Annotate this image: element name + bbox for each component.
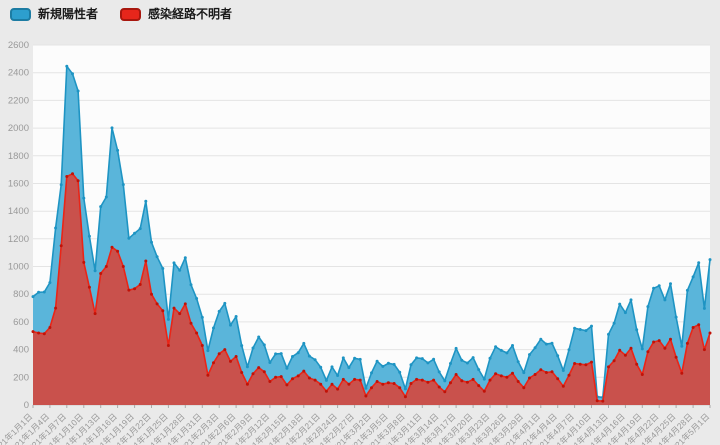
svg-text:1000: 1000 xyxy=(8,262,29,273)
legend-item-unknown-route: 感染経路不明者 xyxy=(120,8,232,21)
red-series-swatch-icon xyxy=(120,8,142,21)
svg-text:1600: 1600 xyxy=(8,179,29,190)
svg-text:800: 800 xyxy=(13,289,29,300)
legend-item-new-positives: 新規陽性者 xyxy=(10,8,98,21)
legend-label-unknown-route: 感染経路不明者 xyxy=(148,7,233,21)
svg-text:1200: 1200 xyxy=(8,234,29,245)
svg-text:400: 400 xyxy=(13,345,29,356)
svg-text:2200: 2200 xyxy=(8,95,29,106)
legend: 新規陽性者 感染経路不明者 xyxy=(10,8,232,21)
svg-text:2600: 2600 xyxy=(8,40,29,51)
svg-text:0: 0 xyxy=(24,400,29,411)
svg-text:1400: 1400 xyxy=(8,206,29,217)
svg-text:600: 600 xyxy=(13,317,29,328)
svg-text:1800: 1800 xyxy=(8,151,29,162)
blue-series-swatch-icon xyxy=(10,8,31,21)
legend-label-new-positives: 新規陽性者 xyxy=(38,7,99,21)
svg-text:2400: 2400 xyxy=(8,68,29,79)
svg-text:2000: 2000 xyxy=(8,123,29,134)
svg-text:200: 200 xyxy=(13,372,29,383)
